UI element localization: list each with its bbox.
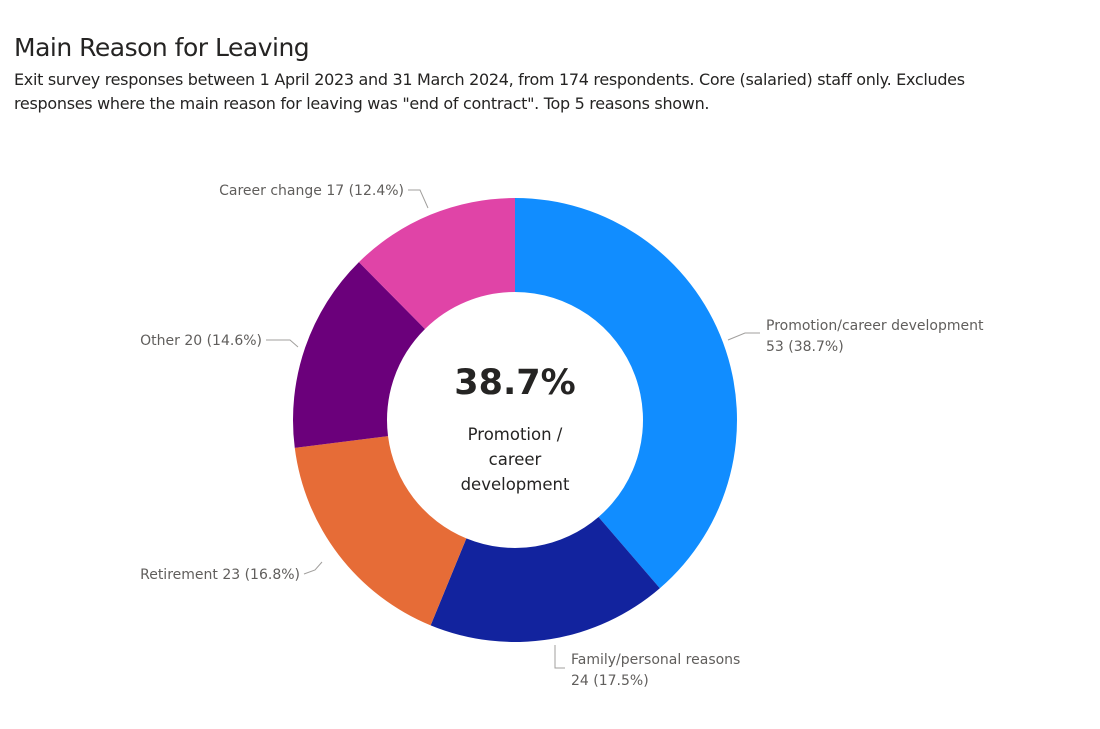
leader-line [554, 645, 565, 669]
data-label: Other 20 (14.6%) [140, 333, 262, 349]
leader-line [266, 339, 299, 348]
data-label: 24 (17.5%) [571, 673, 649, 689]
slice-other[interactable] [293, 262, 426, 448]
slice-family-personal-reasons[interactable] [430, 516, 660, 643]
leader-line [727, 332, 760, 341]
data-label: Retirement 23 (16.8%) [140, 567, 300, 583]
data-label: Career change 17 (12.4%) [219, 183, 404, 199]
chart-title: Main Reason for Leaving [14, 33, 310, 62]
data-label: Family/personal reasons [571, 652, 740, 668]
leader-line [408, 189, 429, 209]
center-label-line-1: Promotion / [468, 425, 563, 444]
center-value: 38.7% [454, 363, 575, 403]
slice-career-change[interactable] [358, 198, 515, 329]
slice-promotion-career-development[interactable] [515, 198, 737, 589]
data-label: Promotion/career development [766, 318, 984, 334]
center-label-line-2: career [489, 450, 542, 469]
center-label-line-3: development [461, 475, 570, 494]
data-label: 53 (38.7%) [766, 339, 844, 355]
leader-line [303, 561, 323, 575]
chart-subtitle: Exit survey responses between 1 April 20… [14, 70, 965, 113]
slice-retirement[interactable] [294, 436, 467, 626]
